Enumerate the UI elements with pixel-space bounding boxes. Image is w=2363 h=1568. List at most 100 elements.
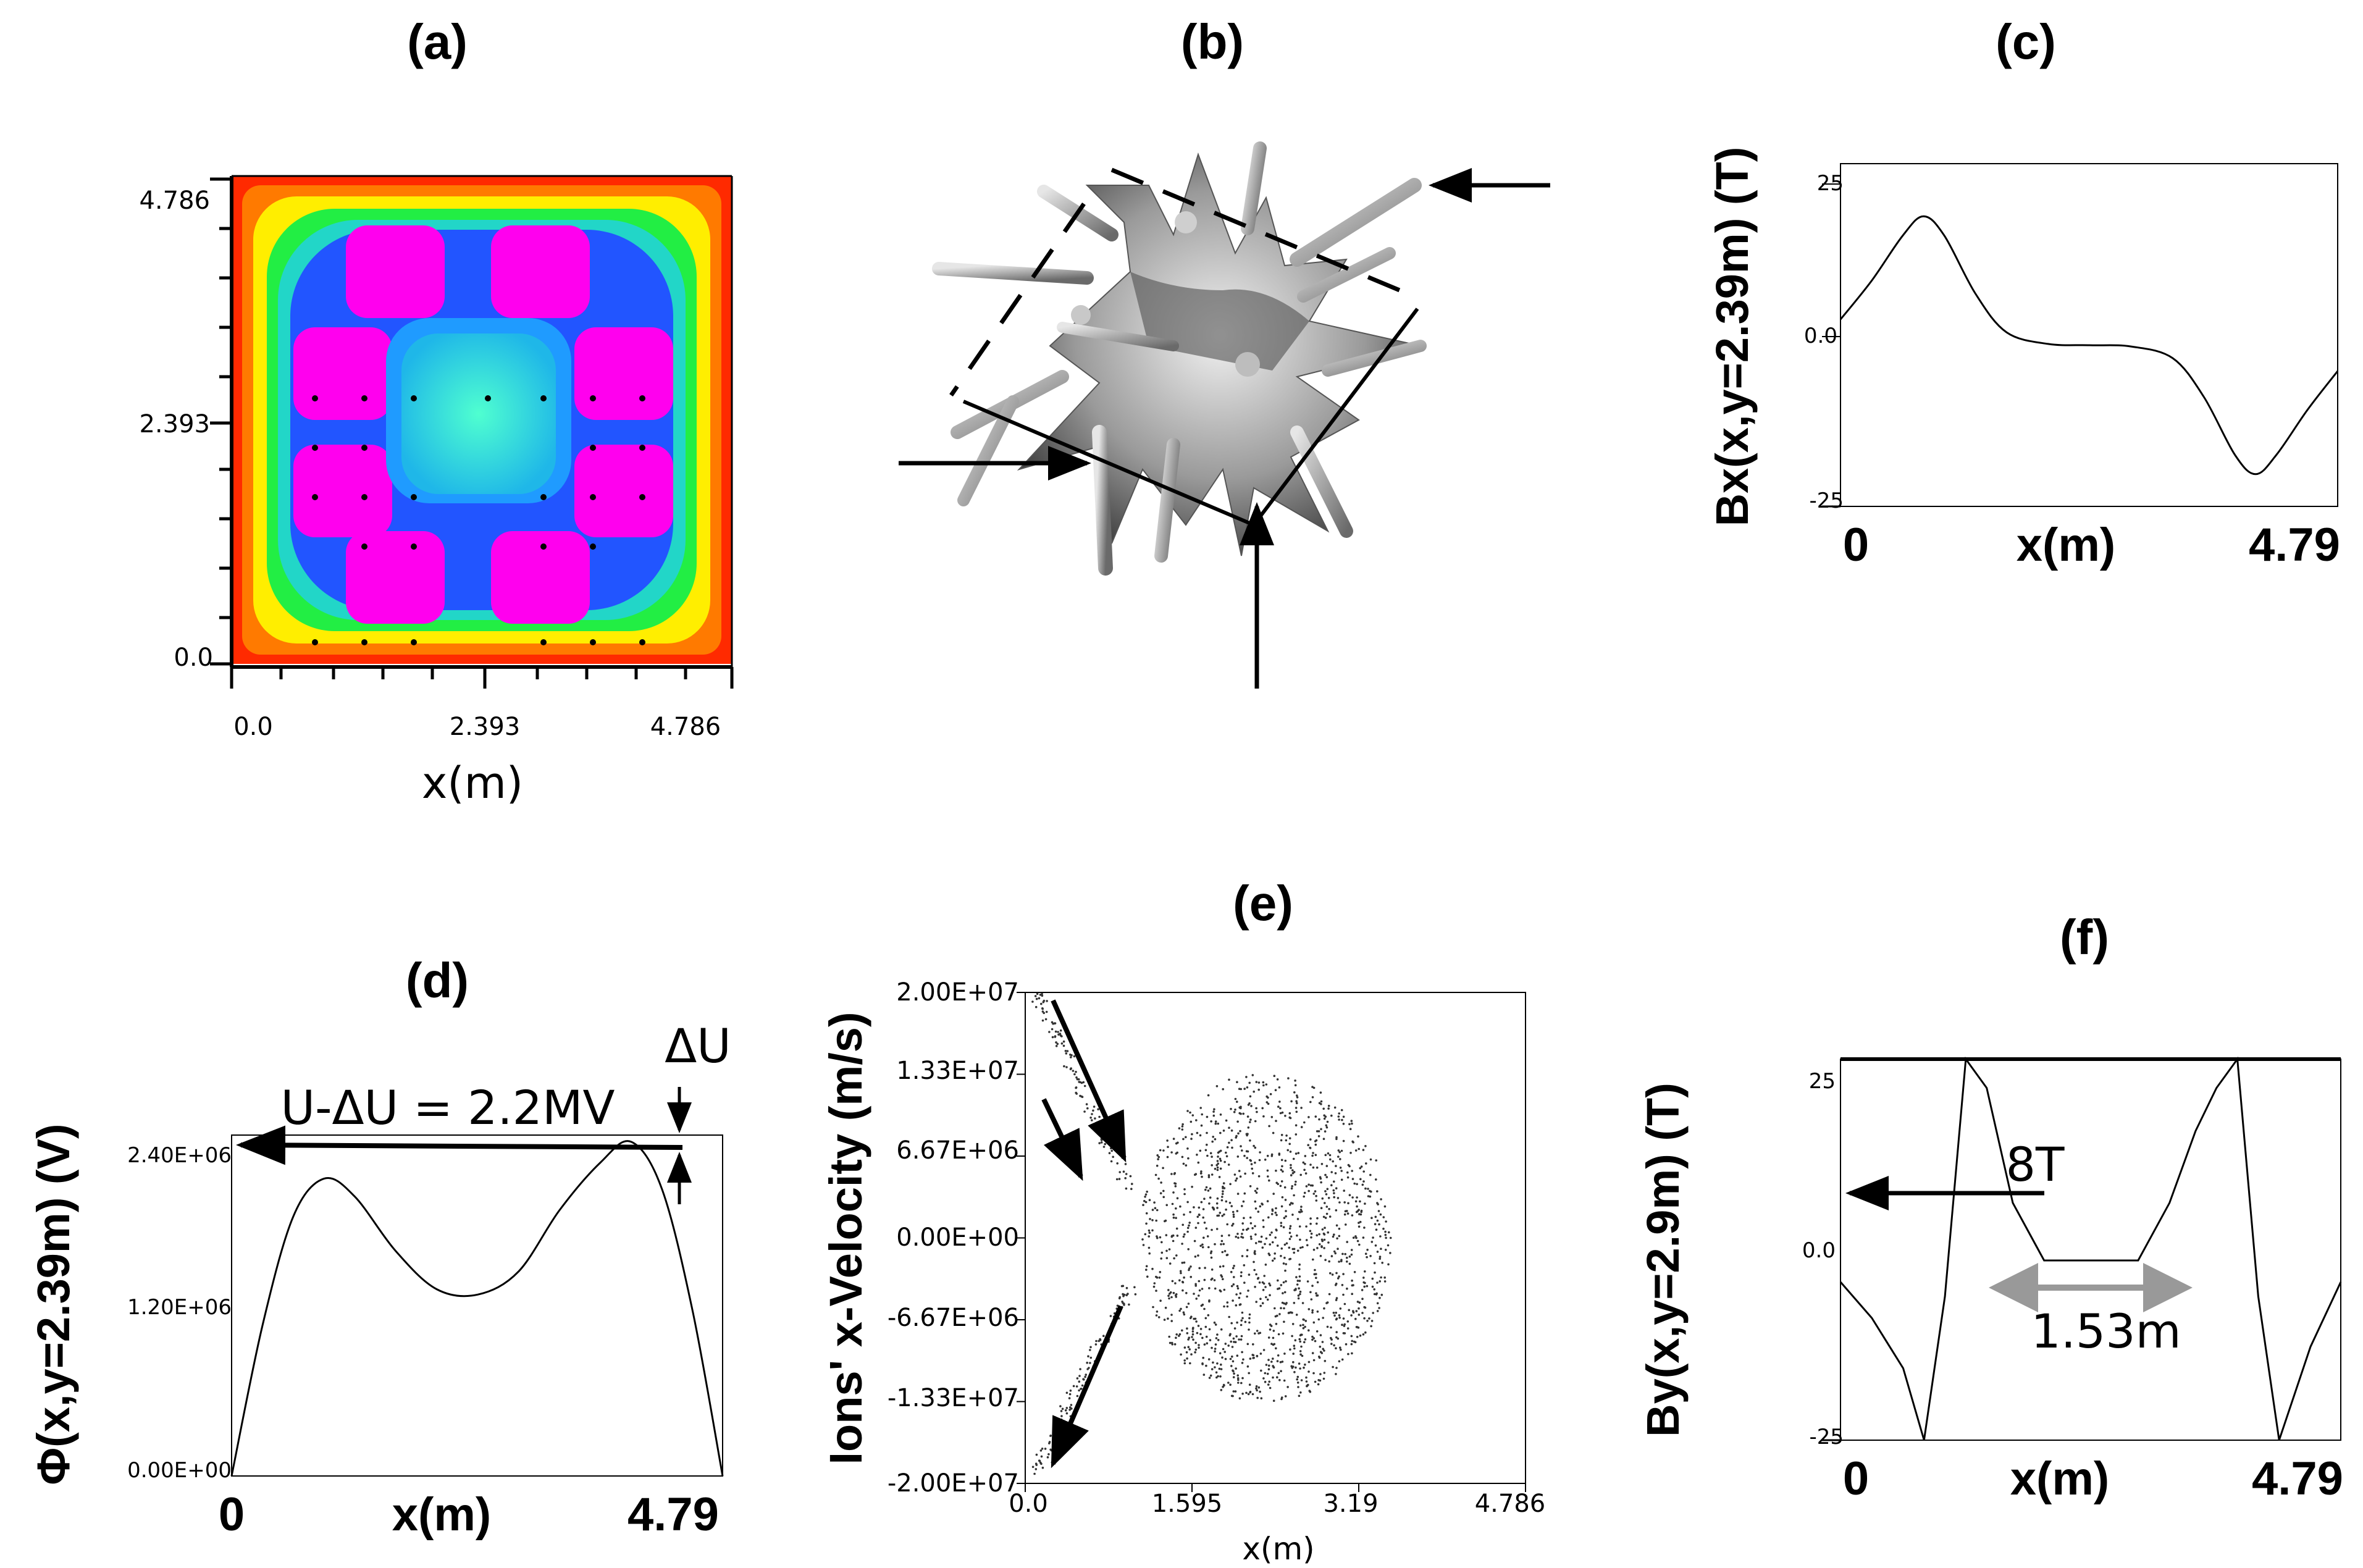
trapped-ion-point [1159,1149,1162,1152]
trapped-ion-point [1312,1086,1316,1089]
trapped-ion-point [1189,1111,1191,1114]
trapped-ion-point [1232,1267,1235,1270]
trapped-ion-point [1374,1223,1377,1225]
trapped-ion-point [1190,1120,1193,1123]
trapped-ion-point [1379,1213,1382,1216]
trapped-ion-point [1241,1317,1244,1320]
trapped-ion-point [1202,1356,1204,1359]
trapped-ion-point [1315,1199,1318,1202]
trapped-ion-point [1312,1258,1314,1261]
trapped-ion-point [1284,1199,1287,1201]
trapped-ion-point [1291,1335,1293,1338]
trapped-ion-point [1296,1096,1299,1099]
trapped-ion-point [1239,1292,1242,1295]
trapped-ion-point [1232,1210,1235,1214]
trapped-ion-point [1236,1233,1239,1235]
trapped-ion-point [1216,1207,1219,1209]
trapped-ion-point [1216,1168,1219,1172]
trapped-ion-point [1220,1275,1223,1278]
trapped-ion-point [1379,1257,1381,1260]
trapped-ion-point [1155,1219,1157,1222]
stream-ion-point [1106,1136,1109,1139]
trapped-ion-point [1362,1180,1365,1183]
stream-ion-point [1055,1045,1058,1047]
trapped-ion-point [1195,1298,1198,1300]
trapped-ion-point [1262,1377,1265,1380]
trapped-ion-point [1280,1180,1283,1183]
trapped-ion-point [1180,1272,1182,1275]
trapped-ion-point [1280,1139,1283,1142]
trapped-ion-point [1225,1200,1228,1203]
trapped-ion-point [1271,1208,1274,1211]
trapped-ion-point [1248,1273,1251,1276]
trapped-ion-point [1219,1352,1222,1355]
trapped-ion-point [1238,1170,1241,1172]
trapped-ion-point [1248,1317,1251,1320]
trapped-ion-point [1168,1335,1170,1338]
trapped-ion-point [1175,1227,1178,1230]
trapped-ion-point [1251,1393,1254,1396]
trapped-ion-point [1243,1192,1246,1195]
trapped-ion-point [1361,1183,1364,1186]
trapped-ion-point [1374,1244,1377,1247]
trapped-ion-point [1304,1155,1307,1157]
panel-f: (f) 25 0.0 -25 8T 1.53m 0 x(m) 4.79 By(x… [1637,910,2343,1505]
trapped-ion-point [1237,1236,1240,1239]
trapped-ion-point [1209,1196,1212,1199]
trapped-ion-point [1384,1233,1387,1236]
trapped-ion-point [1219,1159,1222,1162]
trapped-ion-point [1170,1320,1173,1322]
trapped-ion-point [1228,1201,1232,1204]
stream-ion-point [1112,1144,1115,1146]
trapped-ion-point [1336,1237,1338,1240]
trapped-ion-point [1221,1196,1223,1198]
trapped-ion-point [1186,1332,1189,1335]
trapped-ion-point [1248,1313,1251,1316]
trapped-ion-point [1268,1179,1270,1182]
trapped-ion-point [1376,1190,1379,1193]
trapped-ion-point [1241,1205,1243,1207]
trapped-ion-point [1215,1202,1219,1205]
trapped-ion-point [1277,1333,1280,1336]
trapped-ion-point [1243,1154,1246,1157]
e-ytick-6: -2.00E+07 [888,1469,1019,1498]
stream-ion-point [1091,1125,1094,1127]
trapped-ion-point [1322,1317,1324,1319]
trapped-ion-point [1146,1190,1148,1193]
trapped-ion-point [1148,1246,1151,1249]
trapped-ion-point [1265,1364,1268,1366]
trapped-ion-point [1214,1343,1217,1346]
trapped-ion-point [1360,1209,1363,1212]
trapped-ion-point [1225,1208,1227,1211]
trapped-ion-point [1269,1294,1271,1296]
trapped-ion-point [1235,1235,1237,1238]
trapped-ion-point [1319,1379,1322,1382]
e-xlabel: x(m) [1242,1531,1314,1567]
trapped-ion-point [1320,1100,1323,1103]
trapped-ion-point [1335,1282,1338,1285]
a-xtick-right: 4.786 [650,713,721,741]
trapped-ion-point [1330,1326,1332,1329]
trapped-ion-point [1271,1259,1274,1262]
stream-ion-point [1104,1139,1107,1142]
trapped-ion-point [1223,1250,1227,1252]
trapped-ion-point [1310,1232,1313,1235]
stream-ion-point [1108,1152,1111,1154]
trapped-ion-point [1252,1343,1254,1346]
trapped-ion-point [1295,1133,1298,1136]
trapped-ion-point [1169,1293,1171,1295]
trapped-ion-point [1234,1341,1237,1343]
trapped-ion-point [1243,1281,1246,1284]
trapped-ion-point [1213,1321,1216,1324]
trapped-ion-point [1269,1328,1272,1331]
trapped-ion-point [1191,1186,1193,1188]
trapped-ion-point [1163,1319,1166,1321]
trapped-ion-point [1312,1152,1314,1154]
stream-ion-point [1122,1170,1125,1173]
trapped-ion-point [1356,1196,1358,1199]
stream-ion-point [1055,1041,1057,1044]
trapped-ion-point [1318,1233,1320,1236]
trapped-ion-point [1314,1154,1317,1156]
trapped-ion-point [1195,1119,1198,1121]
trapped-ion-point [1302,1327,1305,1330]
